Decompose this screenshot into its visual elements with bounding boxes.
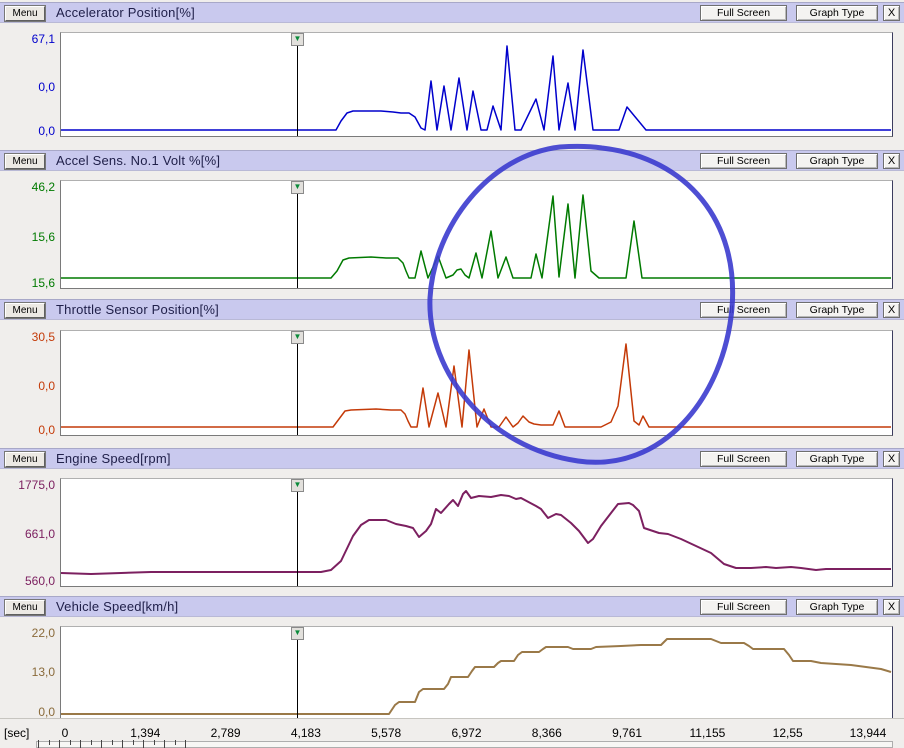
full-screen-button[interactable]: Full Screen	[700, 451, 787, 467]
plot-area[interactable]: ▼	[60, 330, 893, 436]
panel-header: Menu Vehicle Speed[km/h] Full Screen Gra…	[0, 596, 904, 617]
y-mid-label: 13,0	[31, 665, 55, 679]
y-min-label: 0,0	[38, 705, 55, 719]
cursor-arrow-icon: ▼	[293, 480, 302, 489]
y-max-label: 1775,0	[18, 478, 55, 492]
panel-accel-sensor-volt: Menu Accel Sens. No.1 Volt %[%] Full Scr…	[0, 149, 904, 298]
panel-header: Menu Engine Speed[rpm] Full Screen Graph…	[0, 448, 904, 469]
time-tick-label: 9,761	[612, 726, 643, 740]
time-cursor-line[interactable]	[297, 627, 298, 719]
time-tick-label: 6,972	[451, 726, 482, 740]
close-button[interactable]: X	[883, 599, 900, 615]
close-button[interactable]: X	[883, 302, 900, 318]
menu-button[interactable]: Menu	[4, 5, 46, 22]
y-mid-label: 0,0	[38, 379, 55, 393]
graph-type-button[interactable]: Graph Type	[796, 302, 878, 318]
cursor-arrow-icon: ▼	[293, 34, 302, 43]
y-mid-label: 0,0	[38, 80, 55, 94]
close-button[interactable]: X	[883, 451, 900, 467]
time-cursor-line[interactable]	[297, 181, 298, 288]
time-cursor-handle[interactable]: ▼	[291, 331, 304, 344]
full-screen-button[interactable]: Full Screen	[700, 5, 787, 21]
signal-trace	[61, 638, 892, 715]
time-axis: [sec] 0 1,394 2,789 4,183 5,578 6,972 8,366 9,7…	[0, 718, 904, 748]
y-min-label: 0,0	[38, 124, 55, 138]
full-screen-button[interactable]: Full Screen	[700, 302, 787, 318]
y-max-label: 22,0	[31, 626, 55, 640]
y-max-label: 46,2	[31, 180, 55, 194]
menu-button[interactable]: Menu	[4, 302, 46, 319]
signal-trace	[61, 45, 891, 131]
cursor-arrow-icon: ▼	[293, 182, 302, 191]
signal-trace	[61, 343, 891, 428]
time-tick-label: 13,944	[849, 726, 887, 740]
close-button[interactable]: X	[883, 153, 900, 169]
time-cursor-handle[interactable]: ▼	[291, 627, 304, 640]
y-max-label: 67,1	[31, 32, 55, 46]
close-button[interactable]: X	[883, 5, 900, 21]
panel-title: Engine Speed[rpm]	[56, 451, 171, 466]
time-tick-label: 12,55	[772, 726, 803, 740]
time-tick-label: 2,789	[210, 726, 241, 740]
full-screen-button[interactable]: Full Screen	[700, 153, 787, 169]
time-tick-label: 11,155	[689, 726, 726, 740]
time-axis-unit: [sec]	[4, 726, 30, 740]
time-cursor-handle[interactable]: ▼	[291, 33, 304, 46]
graph-type-button[interactable]: Graph Type	[796, 451, 878, 467]
plot-area[interactable]: ▼	[60, 180, 893, 289]
plot-area[interactable]: ▼	[60, 626, 893, 720]
panel-accelerator-position: Menu Accelerator Position[%] Full Screen…	[0, 0, 904, 149]
time-tick-label: 8,366	[531, 726, 562, 740]
menu-button[interactable]: Menu	[4, 451, 46, 468]
y-max-label: 30,5	[31, 330, 55, 344]
graph-type-button[interactable]: Graph Type	[796, 153, 878, 169]
graph-type-button[interactable]: Graph Type	[796, 5, 878, 21]
panel-title: Accelerator Position[%]	[56, 5, 195, 20]
plot-area[interactable]: ▼	[60, 478, 893, 587]
y-min-label: 0,0	[38, 423, 55, 437]
menu-button[interactable]: Menu	[4, 153, 46, 170]
panel-throttle-position: Menu Throttle Sensor Position[%] Full Sc…	[0, 298, 904, 447]
time-cursor-handle[interactable]: ▼	[291, 479, 304, 492]
panel-header: Menu Accel Sens. No.1 Volt %[%] Full Scr…	[0, 150, 904, 171]
time-cursor-line[interactable]	[297, 479, 298, 586]
panel-header: Menu Throttle Sensor Position[%] Full Sc…	[0, 299, 904, 320]
time-cursor-line[interactable]	[297, 331, 298, 435]
time-tick-label: 1,394	[130, 726, 161, 740]
panel-title: Throttle Sensor Position[%]	[56, 302, 219, 317]
plot-area[interactable]: ▼	[60, 32, 893, 137]
panel-title: Vehicle Speed[km/h]	[56, 599, 179, 614]
panel-engine-speed: Menu Engine Speed[rpm] Full Screen Graph…	[0, 447, 904, 595]
y-mid-label: 661,0	[24, 527, 55, 541]
time-tick-label: 0	[61, 726, 69, 740]
y-min-label: 560,0	[24, 574, 55, 588]
time-tick-label: 5,578	[371, 726, 402, 740]
signal-trace	[61, 490, 891, 575]
y-mid-label: 15,6	[31, 230, 55, 244]
time-cursor-line[interactable]	[297, 33, 298, 136]
time-tick-label: 4,183	[290, 726, 321, 740]
cursor-arrow-icon: ▼	[293, 628, 302, 637]
time-cursor-handle[interactable]: ▼	[291, 181, 304, 194]
cursor-arrow-icon: ▼	[293, 332, 302, 341]
panel-vehicle-speed: Menu Vehicle Speed[km/h] Full Screen Gra…	[0, 595, 904, 720]
graph-type-button[interactable]: Graph Type	[796, 599, 878, 615]
signal-trace	[61, 194, 891, 279]
panel-title: Accel Sens. No.1 Volt %[%]	[56, 153, 221, 168]
y-min-label: 15,6	[31, 276, 55, 290]
panel-header: Menu Accelerator Position[%] Full Screen…	[0, 2, 904, 23]
menu-button[interactable]: Menu	[4, 599, 46, 616]
full-screen-button[interactable]: Full Screen	[700, 599, 787, 615]
